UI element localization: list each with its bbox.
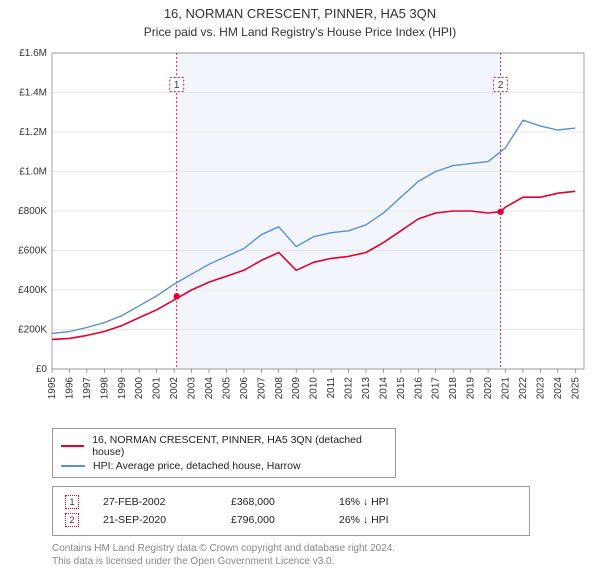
legend-swatch <box>61 465 85 467</box>
svg-text:2019: 2019 <box>466 377 477 400</box>
figure-container: 16, NORMAN CRESCENT, PINNER, HA5 3QN Pri… <box>0 0 600 574</box>
svg-text:1999: 1999 <box>117 377 128 400</box>
svg-text:2023: 2023 <box>535 377 546 400</box>
svg-text:£400K: £400K <box>18 285 47 296</box>
sale-delta: 16% ↓ HPI <box>335 493 521 511</box>
svg-text:2000: 2000 <box>134 377 145 400</box>
legend-label: HPI: Average price, detached house, Harr… <box>93 460 301 472</box>
svg-text:2011: 2011 <box>326 377 337 399</box>
legend-label: 16, NORMAN CRESCENT, PINNER, HA5 3QN (de… <box>92 434 387 458</box>
sale-date: 27-FEB-2002 <box>99 493 227 511</box>
svg-text:£600K: £600K <box>18 246 47 257</box>
svg-text:1998: 1998 <box>99 377 110 400</box>
svg-text:2024: 2024 <box>553 377 564 400</box>
svg-text:2025: 2025 <box>570 377 581 400</box>
footer-text: Contains HM Land Registry data © Crown c… <box>52 542 586 568</box>
footer-line2: This data is licensed under the Open Gov… <box>52 555 586 568</box>
sale-price: £368,000 <box>227 493 335 511</box>
sale-marker-icon: 2 <box>65 513 79 527</box>
svg-text:1995: 1995 <box>47 377 58 400</box>
sales-box: 1 27-FEB-2002£368,00016% ↓ HPI 2 21-SEP-202… <box>52 486 530 536</box>
svg-text:£1.4M: £1.4M <box>19 88 47 99</box>
svg-text:£1.6M: £1.6M <box>19 48 47 59</box>
svg-text:£0: £0 <box>36 364 48 375</box>
svg-text:2020: 2020 <box>483 377 494 400</box>
svg-text:2007: 2007 <box>256 377 267 400</box>
sale-marker-icon: 1 <box>65 495 79 509</box>
chart-title: 16, NORMAN CRESCENT, PINNER, HA5 3QN <box>6 6 594 21</box>
svg-text:2: 2 <box>498 80 504 91</box>
svg-text:2001: 2001 <box>152 377 163 400</box>
sales-table: 1 27-FEB-2002£368,00016% ↓ HPI 2 21-SEP-202… <box>61 493 521 529</box>
legend-swatch <box>61 445 84 447</box>
sale-price: £796,000 <box>227 511 335 529</box>
svg-text:2009: 2009 <box>291 377 302 400</box>
legend-box: 16, NORMAN CRESCENT, PINNER, HA5 3QN (de… <box>52 428 396 478</box>
legend-row: 16, NORMAN CRESCENT, PINNER, HA5 3QN (de… <box>61 433 387 459</box>
svg-text:2013: 2013 <box>361 377 372 400</box>
svg-text:2003: 2003 <box>187 377 198 400</box>
svg-text:£200K: £200K <box>18 325 47 336</box>
svg-text:2017: 2017 <box>431 377 442 400</box>
svg-text:2018: 2018 <box>448 377 459 400</box>
svg-text:£1.0M: £1.0M <box>19 167 47 178</box>
price-line-chart: £0 £200K £400K £600K £800K £1.0M £1.2M £1.4M £1.… <box>6 47 594 417</box>
table-row: 1 27-FEB-2002£368,00016% ↓ HPI <box>61 493 521 511</box>
svg-text:£1.2M: £1.2M <box>19 127 47 138</box>
svg-text:1997: 1997 <box>82 377 93 400</box>
svg-text:2004: 2004 <box>204 377 215 400</box>
chart-subtitle: Price paid vs. HM Land Registry's House … <box>6 25 594 39</box>
svg-text:£800K: £800K <box>18 206 47 217</box>
table-row: 2 21-SEP-2020£796,00026% ↓ HPI <box>61 511 521 529</box>
svg-text:1996: 1996 <box>64 377 75 400</box>
svg-text:1: 1 <box>174 80 180 91</box>
svg-text:2012: 2012 <box>344 377 355 400</box>
svg-text:2015: 2015 <box>396 377 407 400</box>
svg-text:2016: 2016 <box>413 377 424 400</box>
svg-text:2006: 2006 <box>239 377 250 400</box>
svg-text:2014: 2014 <box>378 377 389 400</box>
svg-text:2022: 2022 <box>518 377 529 400</box>
sale-date: 21-SEP-2020 <box>99 511 227 529</box>
svg-text:2021: 2021 <box>501 377 512 400</box>
svg-text:2010: 2010 <box>309 377 320 400</box>
svg-text:2005: 2005 <box>221 377 232 400</box>
footer-line1: Contains HM Land Registry data © Crown c… <box>52 542 586 555</box>
sale-delta: 26% ↓ HPI <box>335 511 521 529</box>
legend-row: HPI: Average price, detached house, Harr… <box>61 459 387 473</box>
svg-text:2002: 2002 <box>169 377 180 400</box>
svg-text:2008: 2008 <box>274 377 285 400</box>
